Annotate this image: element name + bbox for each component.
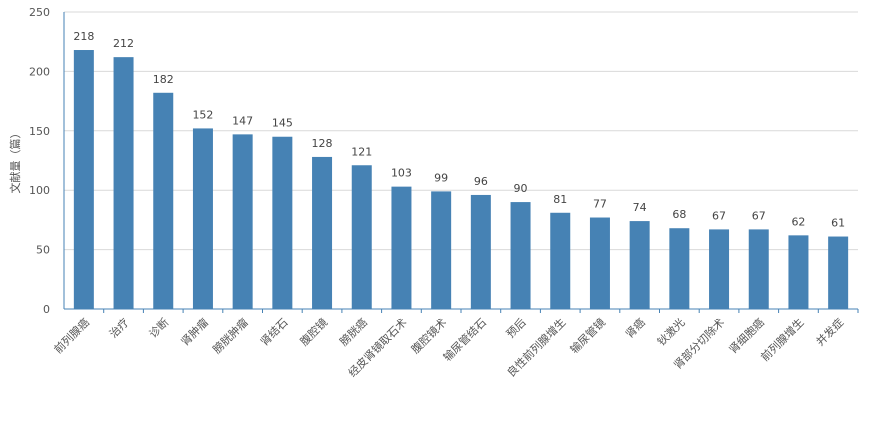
bar xyxy=(113,57,134,310)
bar-value-label: 145 xyxy=(272,117,293,130)
bar xyxy=(629,221,650,309)
bar-value-label: 147 xyxy=(232,114,253,127)
category-label: 输尿管结石 xyxy=(440,315,489,364)
category-label: 前列腺增生 xyxy=(758,315,807,364)
bar-value-label: 182 xyxy=(153,73,174,86)
y-axis-title: 文献量（篇） xyxy=(8,128,22,194)
y-tick-label: 0 xyxy=(43,303,50,316)
bar-value-label: 74 xyxy=(633,201,647,214)
bar xyxy=(431,191,452,309)
bar xyxy=(232,134,253,309)
category-label: 腹腔镜术 xyxy=(408,315,449,356)
bar-value-label: 62 xyxy=(791,215,805,228)
gridlines xyxy=(64,11,858,251)
bar-value-label: 103 xyxy=(391,167,412,180)
category-label: 钬激光 xyxy=(654,315,687,348)
bar-value-label: 77 xyxy=(593,198,607,211)
category-label: 肾结石 xyxy=(258,316,291,349)
bar-value-label: 90 xyxy=(514,182,528,195)
bar-value-label: 81 xyxy=(553,193,567,206)
bar xyxy=(589,217,610,309)
bar-value-label: 61 xyxy=(831,217,845,230)
bars xyxy=(73,50,849,310)
bar-value-label: 68 xyxy=(672,208,686,221)
category-label: 并发症 xyxy=(813,315,846,348)
bar xyxy=(391,186,412,309)
bar xyxy=(192,128,213,309)
bar xyxy=(272,136,293,309)
bar-value-label: 218 xyxy=(73,30,94,43)
bar xyxy=(510,202,531,309)
bar xyxy=(709,229,730,309)
y-tick-label: 50 xyxy=(36,244,50,257)
category-label: 膀胱癌 xyxy=(337,315,370,348)
bar-value-label: 67 xyxy=(752,209,766,222)
bar-value-label: 152 xyxy=(192,108,213,121)
category-label: 肾细胞癌 xyxy=(726,315,767,356)
category-label: 输尿管镜 xyxy=(567,315,608,356)
data-labels: 218 212 182 152 147 145 128 121 103 99 96 90 81 77 74 6… xyxy=(73,30,845,230)
category-label: 治疗 xyxy=(106,315,131,340)
category-label: 腹腔镜 xyxy=(297,315,330,348)
category-label: 预后 xyxy=(504,316,529,341)
bar xyxy=(351,165,372,309)
category-label: 肾肿瘤 xyxy=(178,315,211,348)
bar xyxy=(828,236,849,309)
y-tick-label: 100 xyxy=(29,184,50,197)
bar xyxy=(470,194,491,309)
bar xyxy=(312,156,333,309)
bar-value-label: 128 xyxy=(312,137,333,150)
bar xyxy=(788,235,809,309)
bar xyxy=(550,212,571,309)
category-label: 诊断 xyxy=(146,315,171,340)
bar-value-label: 212 xyxy=(113,37,134,50)
category-label: 前列腺癌 xyxy=(51,315,92,356)
bar xyxy=(153,92,174,309)
bar xyxy=(669,228,690,309)
bar xyxy=(748,229,769,309)
category-label: 膀胱肿瘤 xyxy=(210,315,251,356)
bar-value-label: 121 xyxy=(351,145,372,158)
y-tick-label: 200 xyxy=(29,65,50,78)
category-label: 肾癌 xyxy=(622,315,647,340)
y-tick-label: 150 xyxy=(29,125,50,138)
bar xyxy=(73,50,94,310)
bar-value-label: 99 xyxy=(434,171,448,184)
bar-value-label: 96 xyxy=(474,175,488,188)
y-tick-label: 250 xyxy=(29,6,50,19)
bar-value-label: 67 xyxy=(712,209,726,222)
